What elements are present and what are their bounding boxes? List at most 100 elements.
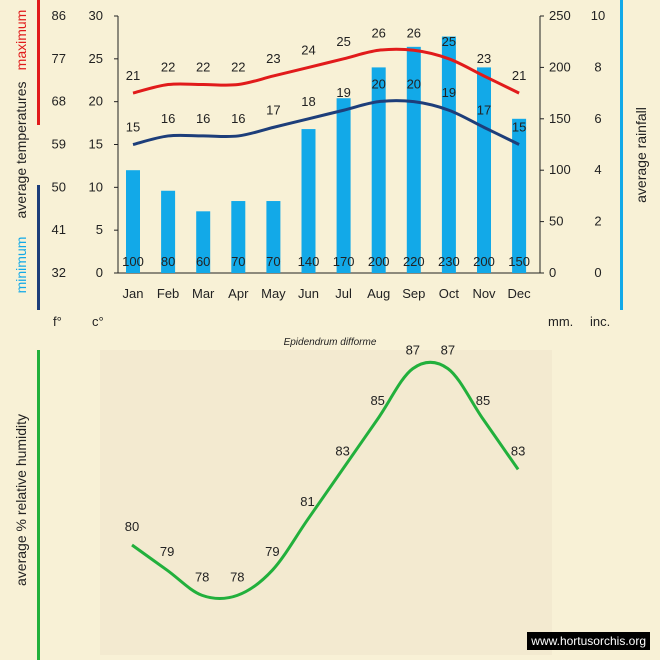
mm-tick: 0 [549, 265, 556, 280]
temp-min-value-label: 17 [266, 102, 280, 117]
rainfall-bar [231, 201, 246, 273]
rainfall-color-bar [620, 0, 623, 310]
humidity-value-label: 87 [406, 343, 420, 358]
inches-tick: 6 [594, 111, 601, 126]
inches-tick: 4 [594, 162, 601, 177]
mm-unit: mm. [548, 314, 573, 329]
mm-tick: 50 [549, 214, 563, 229]
maximum-color-bar [37, 0, 40, 125]
celsius-unit: c° [92, 314, 104, 329]
chart-title: Epidendrum difforme [284, 337, 377, 348]
rainfall-value-label: 200 [473, 254, 495, 269]
rainfall-value-label: 80 [161, 254, 175, 269]
rainfall-bar [477, 67, 491, 274]
temp-max-value-label: 26 [371, 25, 385, 40]
celsius-tick: 25 [89, 51, 103, 66]
temp-min-value-label: 17 [477, 102, 491, 117]
humidity-plot-area [100, 350, 552, 655]
month-tick-label: Nov [472, 286, 496, 301]
temp-min-value-label: 20 [371, 77, 385, 92]
humidity-value-label: 83 [335, 443, 349, 458]
rainfall-value-label: 150 [508, 254, 530, 269]
minimum-label: minimum [13, 237, 29, 294]
temp-min-line [132, 99, 520, 146]
fahrenheit-tick: 50 [52, 179, 66, 194]
fahrenheit-tick: 77 [52, 51, 66, 66]
celsius-tick: 30 [89, 8, 103, 23]
temp-max-value-label: 24 [301, 42, 315, 57]
humidity-value-label: 83 [511, 443, 525, 458]
month-tick-label: May [261, 286, 286, 301]
rainfall-value-label: 200 [368, 254, 390, 269]
fahrenheit-tick: 32 [52, 265, 66, 280]
humidity-line [131, 360, 520, 601]
month-tick-label: Feb [157, 286, 179, 301]
temp-max-line [132, 47, 520, 95]
month-tick-label: Jan [123, 286, 144, 301]
rainfall-bar [336, 98, 351, 274]
temp-max-value-label: 22 [196, 60, 210, 75]
month-tick-label: Aug [367, 286, 390, 301]
month-tick-label: Oct [439, 286, 460, 301]
month-tick-label: Mar [192, 286, 215, 301]
rainfall-bar [441, 36, 456, 274]
rainfall-value-label: 70 [266, 254, 280, 269]
temp-max-value-label: 22 [231, 60, 245, 75]
rainfall-value-label: 70 [231, 254, 245, 269]
fahrenheit-tick: 68 [52, 94, 66, 109]
mm-tick: 250 [549, 8, 571, 23]
celsius-tick: 5 [96, 222, 103, 237]
celsius-tick: 10 [89, 179, 103, 194]
month-tick-label: Apr [228, 286, 249, 301]
fahrenheit-tick: 41 [52, 222, 66, 237]
rainfall-bar [301, 129, 316, 273]
humidity-axis-label: average % relative humidity [13, 414, 29, 586]
temp-min-value-label: 19 [442, 85, 456, 100]
mm-tick: 100 [549, 162, 571, 177]
inches-tick: 0 [594, 265, 601, 280]
fahrenheit-tick: 59 [52, 137, 66, 152]
temp-min-value-label: 19 [336, 85, 350, 100]
month-tick-label: Dec [508, 286, 532, 301]
average-rainfall-label: average rainfall [633, 107, 649, 203]
temp-max-value-label: 22 [161, 60, 175, 75]
rainfall-value-label: 100 [122, 254, 144, 269]
humidity-value-label: 80 [125, 519, 139, 534]
rainfall-bar [512, 118, 527, 273]
humidity-value-label: 79 [265, 544, 279, 559]
temp-max-value-label: 21 [512, 68, 526, 83]
temp-max-value-label: 25 [336, 34, 350, 49]
inches-tick: 2 [594, 214, 601, 229]
inches-tick: 8 [594, 59, 601, 74]
month-tick-label: Jun [298, 286, 319, 301]
rainfall-value-label: 140 [298, 254, 320, 269]
humidity-value-label: 87 [441, 343, 455, 358]
rainfall-value-label: 220 [403, 254, 425, 269]
temp-min-value-label: 16 [231, 111, 245, 126]
average-temperatures-label: average temperatures [13, 82, 29, 219]
website-watermark: www.hortusorchis.org [527, 632, 650, 650]
temp-min-value-label: 15 [126, 120, 140, 135]
rainfall-value-label: 60 [196, 254, 210, 269]
celsius-tick: 15 [89, 137, 103, 152]
temp-max-value-label: 23 [266, 51, 280, 66]
temp-min-value-label: 20 [407, 77, 421, 92]
maximum-label: maximum [13, 10, 29, 71]
humidity-value-label: 79 [160, 544, 174, 559]
temp-max-value-label: 26 [407, 25, 421, 40]
temp-max-value-label: 21 [126, 68, 140, 83]
inches-tick: 10 [591, 8, 605, 23]
temp-min-value-label: 16 [196, 111, 210, 126]
temp-min-value-label: 15 [512, 120, 526, 135]
humidity-value-label: 85 [370, 393, 384, 408]
fahrenheit-unit: f° [53, 314, 62, 329]
rainfall-bar [161, 190, 176, 273]
rainfall-bar [126, 170, 140, 273]
inches-unit: inc. [590, 314, 610, 329]
fahrenheit-tick: 86 [52, 8, 66, 23]
minimum-color-bar [37, 185, 40, 310]
humidity-color-bar [37, 350, 40, 660]
celsius-tick: 0 [96, 265, 103, 280]
rainfall-bar [196, 211, 211, 273]
